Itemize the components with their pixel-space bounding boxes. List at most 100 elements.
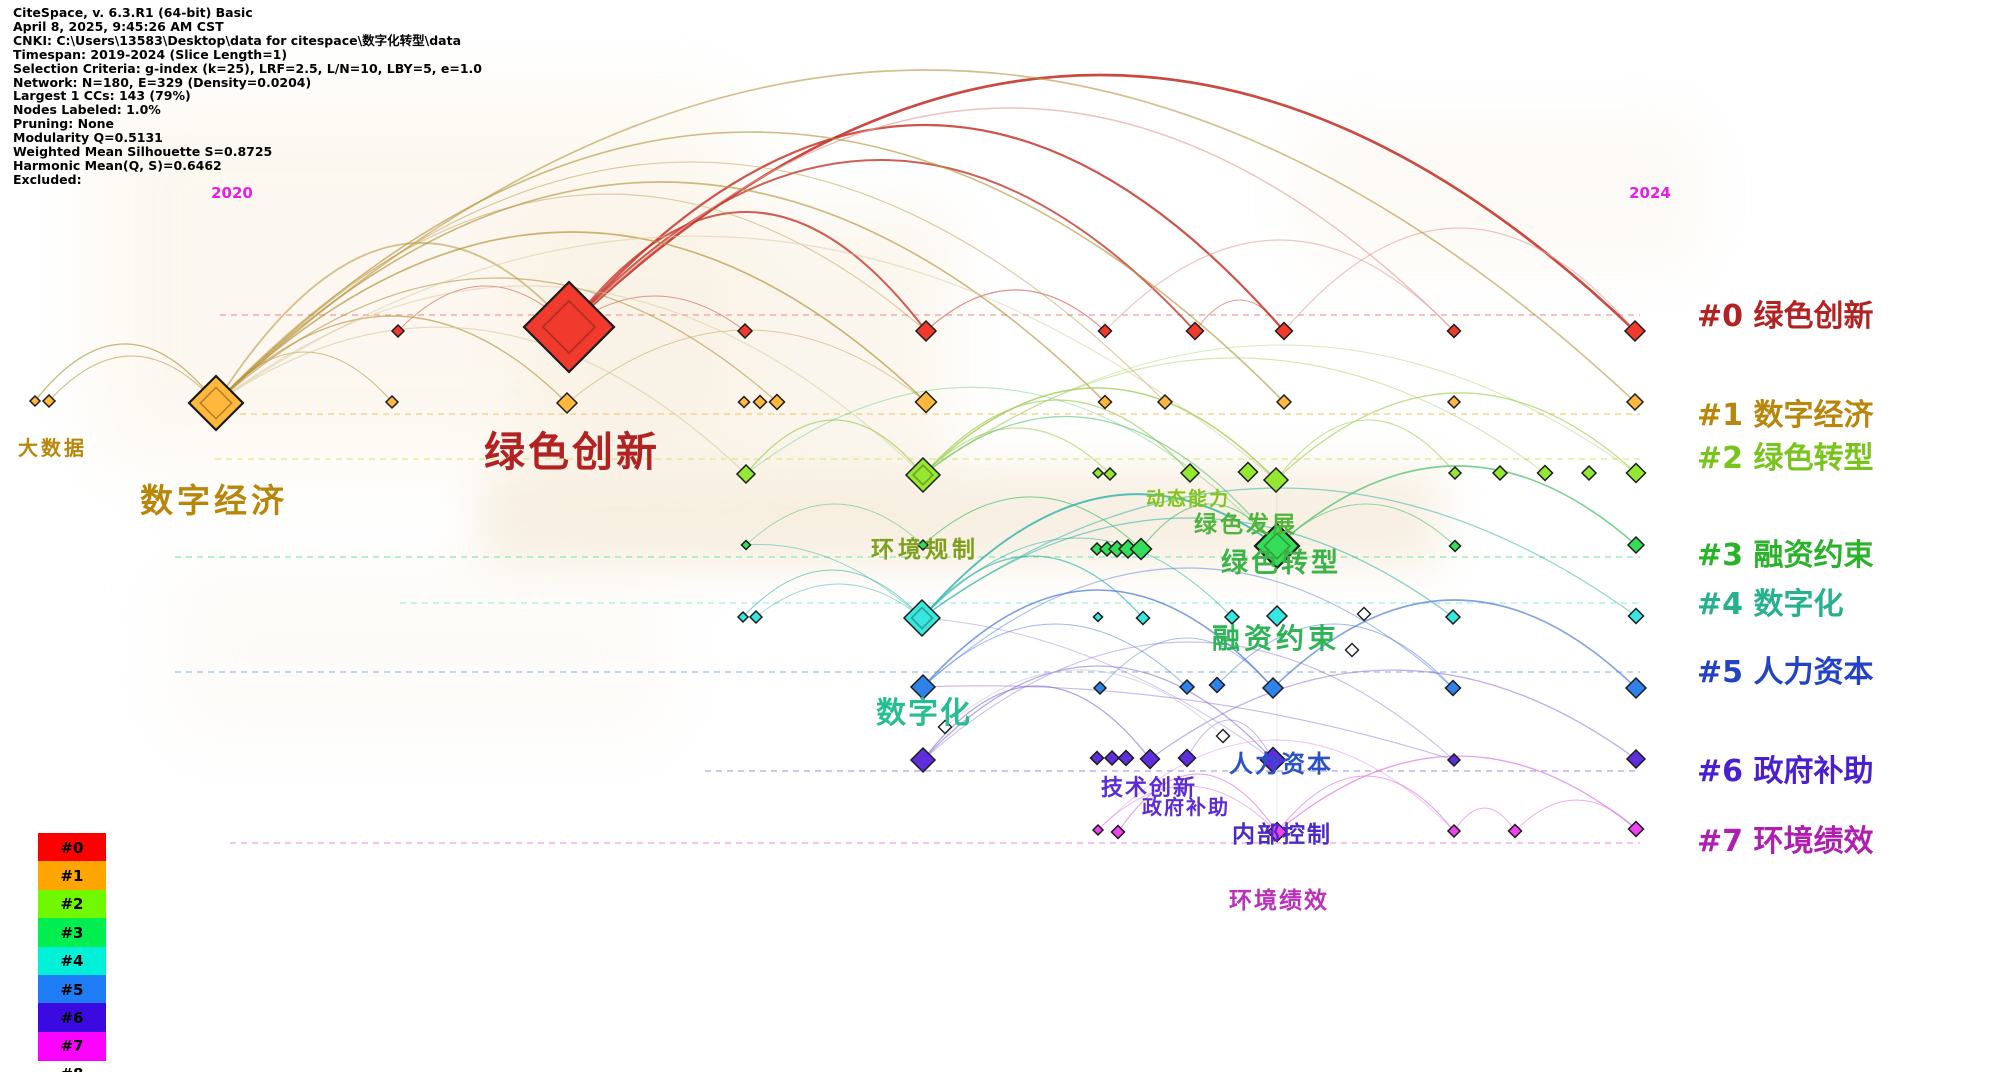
keyword-node-c2[interactable]: [904, 456, 942, 494]
keyword-label[interactable]: 人力资本: [1229, 749, 1333, 778]
keyword-node-c5[interactable]: [1178, 678, 1196, 696]
keyword-node-c0[interactable]: [1446, 323, 1462, 339]
keyword-node-c6[interactable]: [1177, 748, 1197, 768]
keyword-label[interactable]: 环境绩效: [1229, 887, 1329, 914]
cluster-label-c1[interactable]: #1 数字经济: [1697, 398, 1874, 433]
keyword-node-c2[interactable]: [1237, 461, 1259, 483]
keyword-label[interactable]: 数字化: [876, 696, 972, 731]
keyword-node-c2[interactable]: [1491, 464, 1509, 482]
keyword-node-c6[interactable]: [1103, 749, 1121, 767]
cluster-label-c7[interactable]: #7 环境绩效: [1697, 824, 1874, 859]
keyword-node-c1[interactable]: [1097, 394, 1113, 410]
keyword-node-c5[interactable]: [1092, 680, 1108, 696]
keyword-node-c6[interactable]: [1089, 750, 1105, 766]
keyword-node-c6[interactable]: [1139, 748, 1161, 770]
keyword-node-c3[interactable]: [1448, 539, 1462, 553]
keyword-node-c5[interactable]: [1444, 679, 1462, 697]
keyword-label[interactable]: 绿色创新: [484, 428, 660, 476]
keyword-node-c1[interactable]: [1446, 394, 1462, 410]
keyword-node-c6[interactable]: [1446, 752, 1462, 768]
keyword-node-unclustered[interactable]: [937, 719, 953, 735]
keyword-node-c7[interactable]: [1627, 820, 1645, 838]
keyword-node-c1[interactable]: [752, 394, 768, 410]
keyword-label[interactable]: 绿色发展: [1194, 511, 1298, 538]
keyword-node-c0[interactable]: [1623, 319, 1647, 343]
keyword-node-c4[interactable]: [736, 610, 750, 624]
cluster-label-c2[interactable]: #2 绿色转型: [1697, 441, 1874, 476]
keyword-node-unclustered[interactable]: [1344, 642, 1360, 658]
keyword-label[interactable]: 动态能力: [1146, 488, 1231, 510]
keyword-label[interactable]: 融资约束: [1212, 622, 1341, 655]
keyword-node-c7[interactable]: [1266, 821, 1288, 843]
keyword-node-c7[interactable]: [1507, 823, 1523, 839]
keyword-node-c5[interactable]: [1208, 676, 1226, 694]
keyword-node-c3[interactable]: [1129, 537, 1153, 561]
keyword-node-c6[interactable]: [1625, 748, 1647, 770]
keyword-node-c1[interactable]: [1156, 393, 1174, 411]
cluster-label-c5[interactable]: #5 人力资本: [1697, 655, 1874, 690]
keyword-node-c1[interactable]: [1275, 393, 1293, 411]
keyword-node-c1[interactable]: [768, 393, 786, 411]
keyword-node-c2[interactable]: [1580, 464, 1598, 482]
cluster-label-c4[interactable]: #4 数字化: [1697, 587, 1844, 622]
keyword-node-c2[interactable]: [1091, 466, 1105, 480]
keyword-node-c2[interactable]: [1447, 465, 1463, 481]
keyword-node-c5[interactable]: [1261, 676, 1285, 700]
keyword-node-c0[interactable]: [1274, 321, 1294, 341]
keyword-node-c2[interactable]: [735, 463, 757, 485]
keyword-node-c4[interactable]: [1627, 607, 1645, 625]
keyword-node-c6[interactable]: [909, 746, 937, 774]
keyword-node-c2[interactable]: [1262, 466, 1290, 494]
keyword-label[interactable]: 技术创新: [1101, 775, 1198, 801]
keyword-node-c0[interactable]: [522, 280, 616, 374]
keyword-label[interactable]: 内部控制: [1232, 821, 1332, 848]
keyword-node-c0[interactable]: [736, 322, 754, 340]
keyword-node-c4[interactable]: [1092, 611, 1104, 623]
keyword-node-c3[interactable]: [1626, 535, 1646, 555]
keyword-label[interactable]: 绿色转型: [1221, 548, 1341, 579]
keyword-node-c1[interactable]: [1625, 392, 1645, 412]
keyword-node-c1[interactable]: [187, 374, 245, 432]
keyword-label[interactable]: 环境规制: [871, 536, 979, 563]
keyword-node-c3[interactable]: [916, 538, 930, 552]
keyword-node-c0[interactable]: [1185, 321, 1205, 341]
cluster-label-c3[interactable]: #3 融资约束: [1697, 538, 1874, 573]
keyword-node-c5[interactable]: [1624, 676, 1648, 700]
keyword-node-c1[interactable]: [737, 395, 751, 409]
keyword-label[interactable]: 政府补助: [1142, 795, 1230, 819]
keyword-node-c0[interactable]: [914, 319, 938, 343]
keyword-node-c6[interactable]: [1259, 746, 1287, 774]
keyword-node-c4[interactable]: [1265, 604, 1289, 628]
keyword-node-c4[interactable]: [1223, 608, 1241, 626]
keyword-node-c1[interactable]: [384, 394, 400, 410]
keyword-node-c6[interactable]: [1117, 749, 1135, 767]
keyword-node-c2[interactable]: [1179, 462, 1201, 484]
keyword-node-c0[interactable]: [390, 323, 406, 339]
keyword-node-c7[interactable]: [1091, 823, 1105, 837]
keyword-node-unclustered[interactable]: [1356, 606, 1372, 622]
keyword-node-c1[interactable]: [914, 390, 938, 414]
cluster-label-c6[interactable]: #6 政府补助: [1697, 754, 1874, 789]
keyword-node-unclustered[interactable]: [1215, 728, 1231, 744]
keyword-node-c4[interactable]: [748, 609, 764, 625]
cluster-label-c0[interactable]: #0 绿色创新: [1697, 299, 1874, 334]
keyword-node-c2[interactable]: [1536, 464, 1554, 482]
keyword-node-c2[interactable]: [1625, 462, 1647, 484]
keyword-node-c4[interactable]: [902, 598, 942, 638]
keyword-node-c0[interactable]: [1097, 323, 1113, 339]
keyword-node-c3[interactable]: [740, 539, 752, 551]
keyword-node-c1[interactable]: [41, 393, 57, 409]
keyword-node-c2[interactable]: [1102, 466, 1118, 482]
keyword-node-c4[interactable]: [1444, 608, 1462, 626]
keyword-node-c7[interactable]: [1110, 824, 1126, 840]
keyword-node-c4[interactable]: [1135, 610, 1151, 626]
keyword-node-c1[interactable]: [28, 394, 42, 408]
keyword-node-c5[interactable]: [909, 673, 937, 701]
keyword-node-c3[interactable]: [1253, 522, 1301, 570]
keyword-label[interactable]: 数字经济: [140, 481, 288, 520]
keyword-node-c7[interactable]: [1446, 823, 1462, 839]
keyword-label[interactable]: 大数据: [18, 436, 87, 460]
keyword-node-c1[interactable]: [555, 391, 579, 415]
